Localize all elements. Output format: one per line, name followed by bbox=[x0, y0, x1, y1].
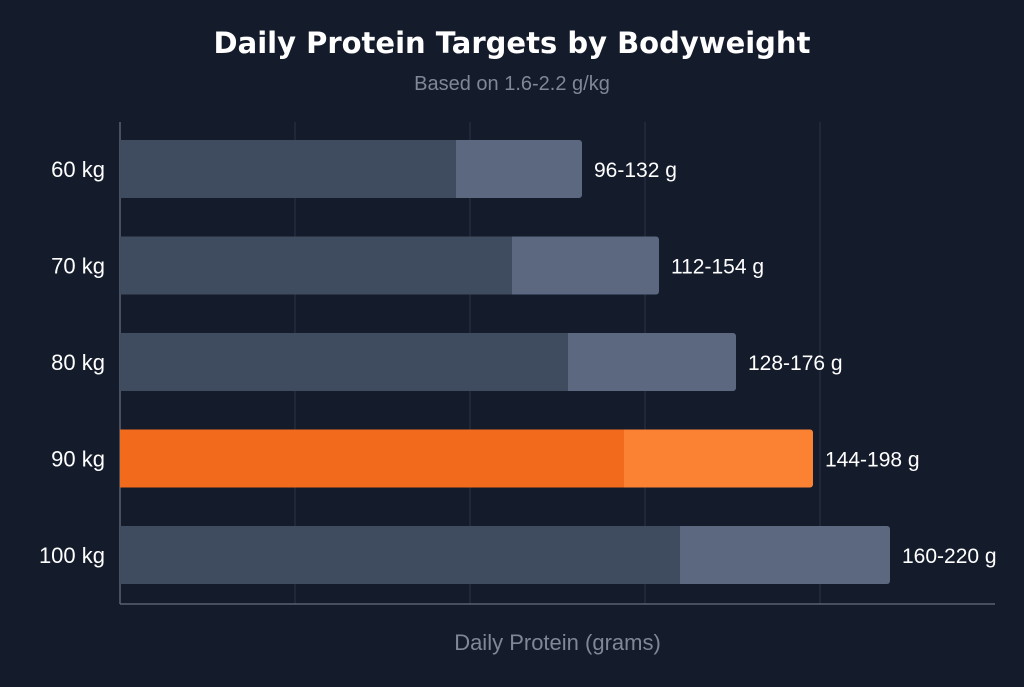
chart-title: Daily Protein Targets by Bodyweight bbox=[213, 26, 811, 60]
chart-subtitle: Based on 1.6-2.2 g/kg bbox=[414, 73, 610, 95]
data-label: 160-220 g bbox=[902, 545, 997, 568]
data-label: 144-198 g bbox=[825, 449, 920, 472]
bar-min bbox=[120, 526, 680, 584]
bar-min bbox=[120, 333, 568, 391]
x-axis-title: Daily Protein (grams) bbox=[454, 630, 661, 655]
bar-min bbox=[120, 140, 456, 198]
bar-min bbox=[120, 236, 512, 295]
bar-min bbox=[120, 429, 624, 488]
category-label: 60 kg bbox=[51, 157, 105, 182]
category-label: 70 kg bbox=[51, 254, 105, 279]
data-label: 128-176 g bbox=[748, 352, 843, 375]
data-label: 112-154 g bbox=[671, 256, 764, 279]
data-label: 96-132 g bbox=[594, 159, 677, 182]
category-label: 100 kg bbox=[39, 543, 105, 568]
category-label: 80 kg bbox=[51, 350, 105, 375]
category-label: 90 kg bbox=[51, 447, 105, 472]
